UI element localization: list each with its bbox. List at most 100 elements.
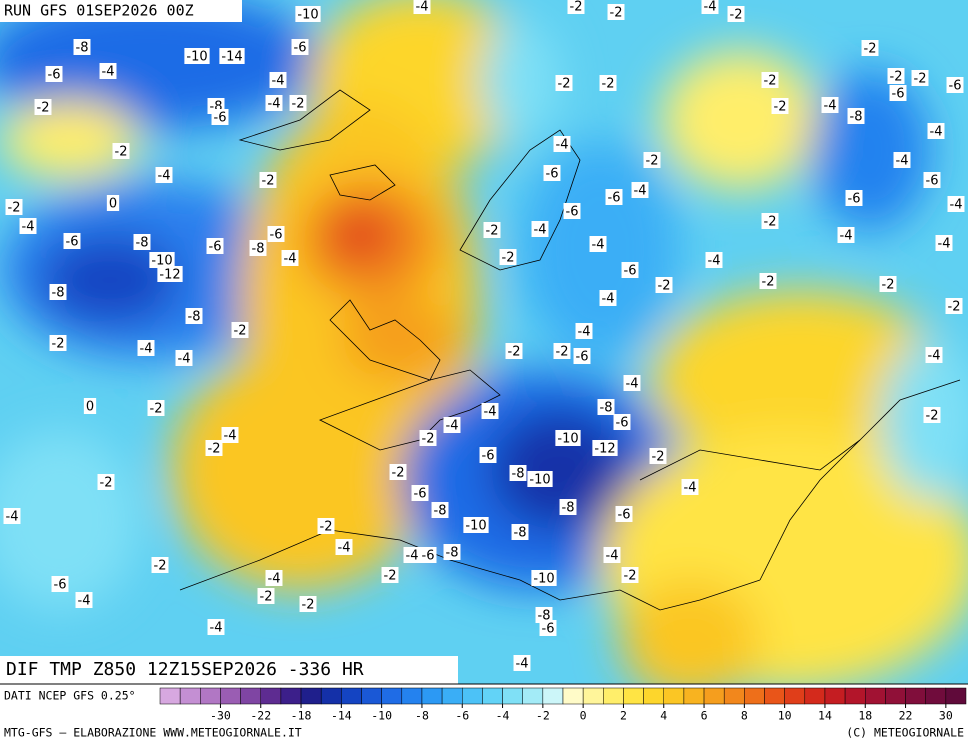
contour-label-box xyxy=(499,249,517,265)
contour-label-box xyxy=(99,63,117,79)
contour-label-box xyxy=(531,221,549,237)
contour-label-box xyxy=(727,6,745,22)
contour-label: -4 xyxy=(158,169,171,184)
contour-label-box xyxy=(151,557,169,573)
contour-label-box xyxy=(553,136,571,152)
contour-label-box xyxy=(623,375,641,391)
contour-label: -4 xyxy=(950,198,963,213)
contour-label-box xyxy=(155,167,173,183)
contour-label-box xyxy=(75,592,93,608)
contour-label: -8 xyxy=(562,501,575,516)
contour-label: 0 xyxy=(86,400,94,415)
contour-label-box xyxy=(555,75,573,91)
contour-label: -4 xyxy=(896,154,909,169)
contour-label: -2 xyxy=(890,70,903,85)
contour-label-box xyxy=(45,66,63,82)
contour-label-box xyxy=(927,123,945,139)
contour-label-box xyxy=(513,655,531,671)
contour-label: -2 xyxy=(764,215,777,230)
contour-label: -2 xyxy=(610,6,623,21)
contour-label: -2 xyxy=(262,174,275,189)
contour-label: -4 xyxy=(78,594,91,609)
contour-label: -4 xyxy=(406,549,419,564)
contour-label-box xyxy=(599,290,617,306)
contour-label: -6 xyxy=(949,79,962,94)
contour-label: -2 xyxy=(570,0,583,15)
contour-label: -10 xyxy=(186,50,207,65)
colorbar-swatch xyxy=(784,687,806,705)
contour-label: -4 xyxy=(22,220,35,235)
contour-label: -2 xyxy=(8,201,21,216)
contour-label-box xyxy=(83,398,97,414)
contour-label: -2 xyxy=(652,450,665,465)
contour-label: -14 xyxy=(221,50,242,65)
title-box xyxy=(0,656,458,684)
colorbar-swatch xyxy=(441,687,463,705)
contour-label-box xyxy=(597,399,615,415)
contour-label: -6 xyxy=(482,449,495,464)
contour-label-box xyxy=(175,350,193,366)
contour-label: -4 xyxy=(268,572,281,587)
contour-label-box xyxy=(599,75,617,91)
colorbar-swatch xyxy=(582,687,604,705)
source-label: DATI NCEP GFS 0.25° xyxy=(4,689,136,703)
colorbar-tick-label: 0 xyxy=(580,709,587,723)
contour-label: -4 xyxy=(606,549,619,564)
contour-label-box xyxy=(621,262,639,278)
contour-label-box xyxy=(259,172,277,188)
colorbar-tick-label: -18 xyxy=(291,709,312,723)
contour-label-box xyxy=(607,4,625,20)
contour-labels: -10-8-10 -14-6-6 -4-4-2 -8-6-4 -2-2-4 -20-2-4… xyxy=(3,0,965,672)
contour-label-box xyxy=(403,547,421,563)
contour-label: -2 xyxy=(558,77,571,92)
map-field xyxy=(0,0,968,684)
contour-label-box xyxy=(893,152,911,168)
colorbar-swatch xyxy=(723,687,745,705)
contour-label: -2 xyxy=(392,466,405,481)
contour-label: -4 xyxy=(708,254,721,269)
colorbar-swatch xyxy=(482,687,503,705)
contour-label: -12 xyxy=(594,442,615,457)
contour-label-box xyxy=(419,430,437,446)
contour-label: -2 xyxy=(302,598,315,613)
contour-label: -8 xyxy=(446,546,459,561)
contour-label-box xyxy=(559,499,577,515)
contour-label: -8 xyxy=(514,526,527,541)
contour-label: -2 xyxy=(486,224,499,239)
colorbar-tick-label: 22 xyxy=(899,709,913,723)
contour-label: -4 xyxy=(224,429,237,444)
colorbar-tick-label: 6 xyxy=(701,709,708,723)
contour-label: -6 xyxy=(618,508,631,523)
contour-label: -8 xyxy=(136,236,149,251)
contour-label-box xyxy=(34,99,52,115)
contour-label-box xyxy=(257,588,275,604)
colorbar-swatch xyxy=(643,687,664,705)
contour-label: -6 xyxy=(848,192,861,207)
contour-label-box xyxy=(265,95,283,111)
colorbar-swatch xyxy=(804,687,826,705)
contour-label: -6 xyxy=(270,228,283,243)
contour-label-box xyxy=(249,240,267,256)
contour-label-box xyxy=(479,447,497,463)
contour-label: -8 xyxy=(76,41,89,56)
contour-label-box xyxy=(185,308,203,324)
contour-label: -4 xyxy=(140,342,153,357)
contour-label-box xyxy=(543,165,561,181)
contour-label: -8 xyxy=(600,401,613,416)
contour-label: -6 xyxy=(576,350,589,365)
colorbar-swatch xyxy=(542,687,564,705)
contour-label-box xyxy=(281,250,299,266)
contour-label-box xyxy=(555,430,581,446)
contour-label-box xyxy=(97,474,115,490)
contour-label-box xyxy=(509,465,527,481)
contour-label-box xyxy=(211,109,229,125)
contour-label: -2 xyxy=(100,476,113,491)
contour-label: -2 xyxy=(52,337,65,352)
contour-label-box xyxy=(705,252,723,268)
colorbar-swatch xyxy=(421,687,443,705)
contour-label: -6 xyxy=(624,264,637,279)
contour-label-box xyxy=(51,576,69,592)
colorbar-swatch xyxy=(320,687,342,705)
colorbar-tick-label: 14 xyxy=(818,709,832,723)
contour-label: -4 xyxy=(930,125,943,140)
